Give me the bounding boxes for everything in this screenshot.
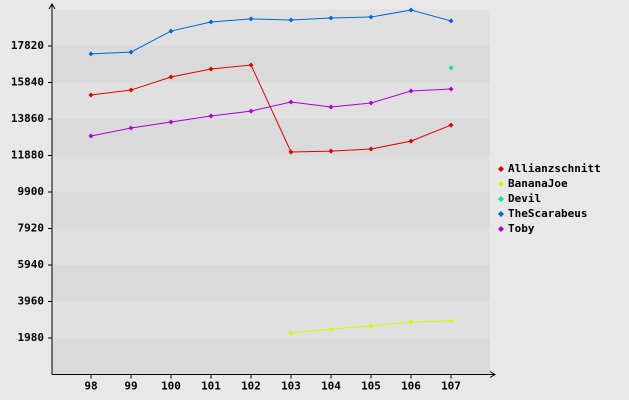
point: [448, 65, 454, 71]
y-tick-label: 3960: [18, 295, 45, 308]
x-tick-label: 104: [321, 380, 341, 393]
x-tick-label: 102: [241, 380, 261, 393]
point: [168, 28, 174, 34]
x-tick-label: 101: [201, 380, 221, 393]
point: [408, 319, 414, 325]
point: [208, 113, 214, 119]
point: [208, 19, 214, 25]
point: [328, 326, 334, 332]
point: [288, 17, 294, 23]
point: [248, 16, 254, 22]
y-tick-label: 7920: [18, 222, 45, 235]
legend-label: Devil: [508, 192, 541, 205]
point: [88, 51, 94, 57]
legend-marker: [498, 196, 504, 202]
x-tick-label: 103: [281, 380, 301, 393]
x-tick-label: 98: [84, 380, 97, 393]
y-tick-label: 5940: [18, 258, 45, 271]
point: [448, 86, 454, 92]
point: [368, 146, 374, 152]
legend-marker: [498, 181, 504, 187]
point: [128, 87, 134, 93]
point: [88, 133, 94, 139]
point: [248, 108, 254, 114]
legend-label: Allianzschnitt: [508, 162, 601, 175]
point: [368, 323, 374, 329]
point: [88, 92, 94, 98]
point: [368, 100, 374, 106]
point: [448, 18, 454, 24]
legend-marker: [498, 226, 504, 232]
plot-band: [52, 9, 490, 46]
plot-band: [52, 265, 490, 302]
point: [328, 15, 334, 21]
legend-label: TheScarabeus: [508, 207, 587, 220]
plot-band: [52, 82, 490, 119]
x-tick-label: 100: [161, 380, 181, 393]
legend-marker: [498, 166, 504, 172]
y-tick-label: 11880: [11, 149, 44, 162]
point: [288, 330, 294, 336]
series-line: [90, 9, 452, 55]
x-tick-label: 107: [441, 380, 461, 393]
plot-band: [52, 301, 490, 338]
legend-label: BananaJoe: [508, 177, 568, 190]
point: [328, 148, 334, 154]
x-axis-arrow: [489, 371, 496, 378]
point: [448, 318, 454, 324]
x-tick-label: 106: [401, 380, 421, 393]
point: [128, 49, 134, 55]
x-tick-label: 105: [361, 380, 381, 393]
point: [288, 99, 294, 105]
point: [208, 66, 214, 72]
point: [168, 74, 174, 80]
point: [408, 88, 414, 94]
point: [368, 14, 374, 20]
plot-band: [52, 338, 490, 375]
series-line: [90, 88, 452, 137]
y-tick-label: 1980: [18, 331, 45, 344]
legend-marker: [498, 211, 504, 217]
point: [448, 122, 454, 128]
x-tick-label: 99: [124, 380, 137, 393]
point: [328, 104, 334, 110]
y-axis-arrow: [48, 3, 56, 10]
point: [408, 7, 414, 13]
point: [128, 125, 134, 131]
point: [408, 138, 414, 144]
plot-band: [52, 192, 490, 229]
point: [288, 149, 294, 155]
y-tick-label: 15840: [11, 76, 44, 89]
plot-band: [52, 46, 490, 83]
y-tick-label: 9900: [18, 185, 45, 198]
plot-band: [52, 228, 490, 265]
series-line: [90, 64, 452, 153]
plot-band: [52, 155, 490, 192]
point: [168, 119, 174, 125]
y-tick-label: 13860: [11, 112, 44, 125]
y-tick-label: 17820: [11, 39, 44, 52]
point: [248, 62, 254, 68]
plot-band: [52, 119, 490, 156]
legend-label: Toby: [508, 222, 535, 235]
